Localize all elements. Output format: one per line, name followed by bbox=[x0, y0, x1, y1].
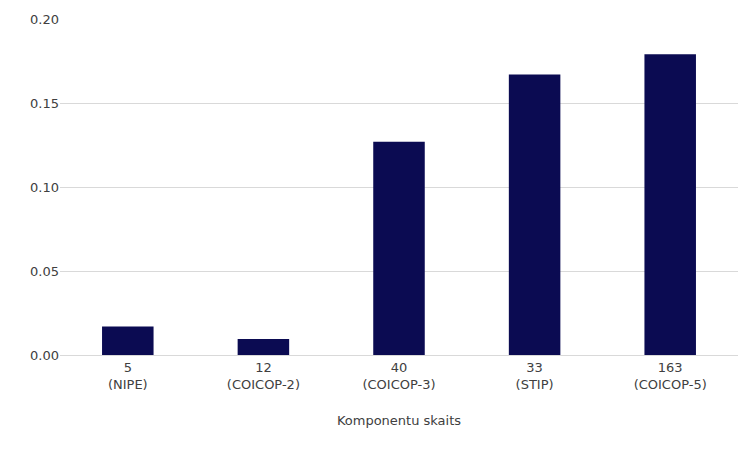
svg-text:0.00: 0.00 bbox=[30, 348, 59, 363]
svg-text:33(STIP): 33(STIP) bbox=[516, 360, 554, 392]
svg-text:12(COICOP-2): 12(COICOP-2) bbox=[227, 360, 300, 392]
svg-text:163(COICOP-5): 163(COICOP-5) bbox=[634, 360, 707, 392]
svg-text:5(NIPE): 5(NIPE) bbox=[108, 360, 148, 392]
svg-text:0.10: 0.10 bbox=[30, 180, 59, 195]
svg-text:Komponentu skaits: Komponentu skaits bbox=[337, 413, 461, 428]
svg-text:0.15: 0.15 bbox=[30, 96, 59, 111]
svg-text:40(COICOP-3): 40(COICOP-3) bbox=[362, 360, 435, 392]
svg-text:0.20: 0.20 bbox=[30, 12, 59, 27]
svg-text:0.05: 0.05 bbox=[30, 264, 59, 279]
